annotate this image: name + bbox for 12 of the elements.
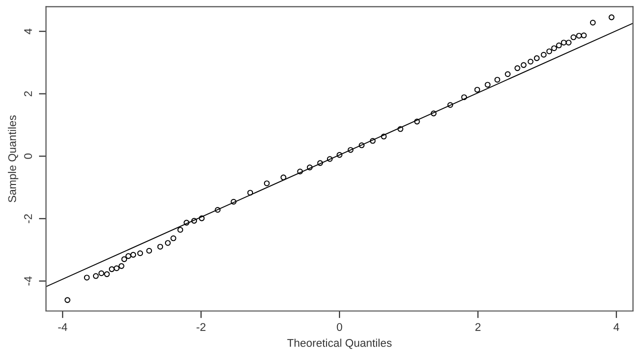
- x-axis-title: Theoretical Quantiles: [287, 338, 392, 349]
- y-tick-label: 0: [24, 154, 32, 159]
- x-tick-label: -2: [196, 323, 206, 331]
- x-tick-label: -4: [58, 323, 68, 331]
- y-tick-label: 2: [24, 91, 32, 96]
- y-tick-label: -2: [24, 214, 32, 224]
- y-tick-label: -4: [24, 276, 32, 286]
- y-axis-title: Sample Quantiles: [8, 115, 18, 202]
- x-tick-label: 4: [614, 323, 620, 331]
- x-tick-label: 0: [336, 323, 342, 331]
- x-tick-label: 2: [475, 323, 480, 331]
- y-tick-label: 4: [24, 28, 32, 34]
